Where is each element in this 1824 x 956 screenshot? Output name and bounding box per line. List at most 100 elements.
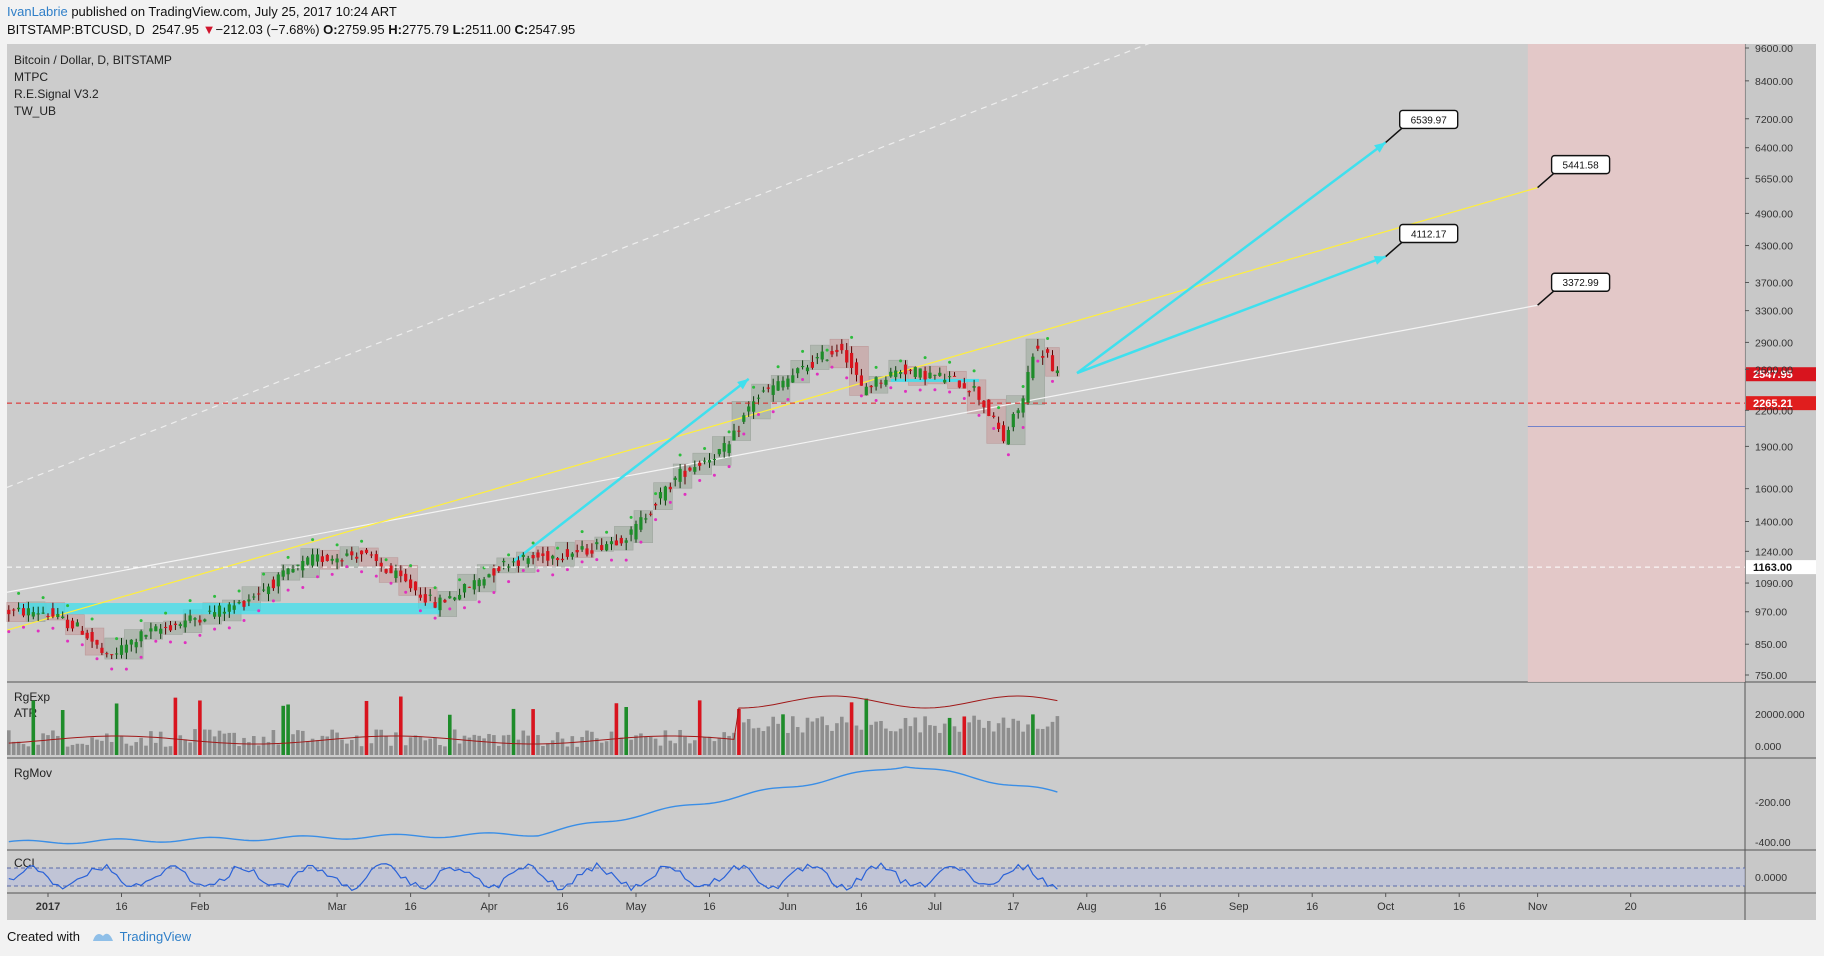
signal-dot [286,555,290,559]
signal-box [633,510,654,543]
candle-body [644,518,648,520]
candle-body [144,634,148,637]
volume-bar [619,737,624,755]
candle-body [369,554,373,556]
volume-bar [732,732,736,755]
candle-body [418,594,422,598]
candle-body [732,430,736,441]
signal-dot [1021,385,1025,389]
signal-box [163,620,183,635]
volume-bar [879,720,883,755]
signal-dot [301,585,305,589]
candle-body [899,372,903,374]
signal-dot [7,630,11,634]
candle-body [75,622,79,627]
volume-bar [844,722,849,755]
candle-body [913,367,917,377]
candle-body [933,374,937,376]
candle-body [281,570,285,577]
volume-bar [1016,720,1020,755]
price-tick-label: 970.00 [1755,607,1787,619]
signal-box [594,536,614,552]
projection-arrow-high-head [1374,142,1386,153]
candle-body [306,557,310,565]
volume-bar [663,730,668,755]
volume-bar [95,739,99,755]
volume-bar [178,735,183,755]
candle-body [70,620,75,629]
volume-bar [697,700,702,755]
candle-body [845,350,849,363]
signal-dot [610,558,613,562]
candle-body [634,523,638,540]
candle-body [428,594,432,596]
candle-body [536,552,540,558]
candle-body [761,390,765,392]
volume-bar [399,696,403,755]
projection-arrow-mid [1076,255,1387,375]
volume-bar [893,731,898,755]
candle-body [340,560,344,562]
signal-box [829,338,850,369]
volume-bar [163,746,168,755]
volume-bar [154,742,158,755]
author-link[interactable]: IvanLabrie [7,4,68,19]
volume-bar [11,741,16,755]
signal-box [1006,395,1026,446]
signal-dot [154,639,158,643]
volume-bar [825,725,829,755]
signal-box [84,627,105,656]
volume-bar [546,743,550,755]
volume-bar [771,716,775,755]
candle-body [1021,398,1025,413]
signal-box [574,540,595,558]
volume-bar [482,738,486,755]
volume-bar [408,737,413,755]
price-tick-label: 2900.00 [1755,337,1793,349]
candle-body [703,460,707,462]
candle-body [178,624,182,627]
candle-body [521,554,525,557]
volume-bar [712,741,717,755]
date-tick-label: 16 [1306,901,1318,913]
tradingview-link[interactable]: TradingView [119,929,192,944]
volume-bar [967,722,971,755]
price-tick-label: 850.00 [1755,639,1787,651]
candle-body [575,550,579,553]
volume-bar [644,736,648,755]
volume-bar [26,746,31,755]
volume-bar [737,708,741,755]
projection-arrow-history [512,377,750,563]
candle-body [129,639,133,645]
signal-dot [624,558,628,562]
volume-bar [938,732,942,755]
candle-body [752,401,756,412]
volume-bar [727,735,731,755]
signal-dot [845,376,849,380]
projection-zone [1527,44,1745,682]
volume-bar [472,734,477,755]
signal-box [653,482,673,510]
last-price: 2547.95 [151,22,199,37]
volume-bar [864,698,869,755]
candle-body [693,467,697,472]
candle-body [31,612,35,617]
cci-line [8,862,1058,892]
candle-body [609,541,614,545]
candle-body [683,470,687,477]
volume-bar [335,732,339,755]
signal-dot [874,399,878,403]
candle-body [756,397,761,399]
signal-dot [227,626,231,630]
candle-body [252,596,256,598]
yellow-trendline [6,187,1538,631]
chart-header: IvanLabrie published on TradingView.com,… [0,0,1824,44]
legend-line-2: R.E.Signal V3.2 [14,87,99,101]
signal-dot [1036,359,1040,363]
volume-bar [354,735,359,755]
volume-bar [271,730,276,755]
candle-body [90,631,94,642]
signal-dot [742,432,746,436]
volume-bar [114,703,119,755]
